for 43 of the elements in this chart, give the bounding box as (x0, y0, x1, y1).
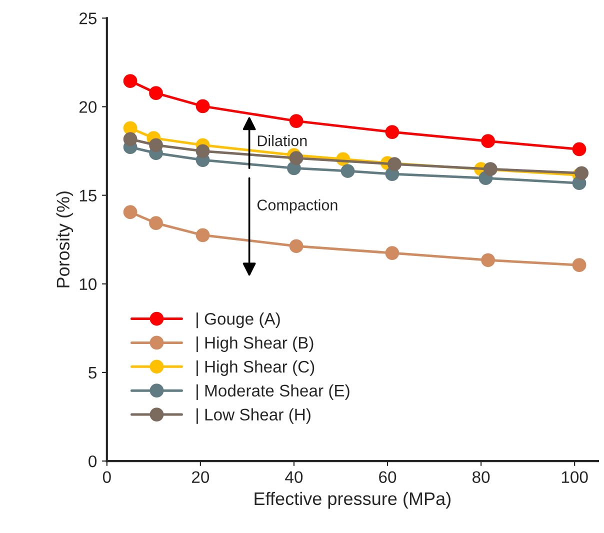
annotation: Compaction (257, 199, 338, 214)
point (572, 142, 586, 156)
point (385, 246, 400, 260)
point (196, 99, 210, 114)
point (123, 132, 138, 146)
point (289, 114, 304, 128)
y-tick-label: 5 (88, 367, 96, 379)
y-tick-label: 20 (79, 101, 97, 113)
point (196, 144, 210, 158)
point (149, 86, 163, 100)
x-tick-label: 60 (379, 471, 396, 484)
y-tick-label: 25 (79, 12, 96, 24)
x-tick-label: 20 (192, 471, 210, 484)
x-tick-label: 100 (562, 471, 588, 484)
x-tick-label: 80 (472, 471, 490, 484)
annotation: Dilation (258, 135, 307, 146)
legend-label: | Gouge (A) (196, 312, 280, 328)
point (388, 157, 402, 172)
point (481, 253, 496, 268)
point (481, 134, 496, 148)
point (149, 138, 163, 152)
y-tick-label: 10 (80, 278, 97, 290)
x-axis-title: Effective pressure (MPa) (254, 492, 450, 509)
legend-label: | High Shear (C) (196, 360, 314, 376)
point (289, 239, 304, 254)
point (123, 74, 138, 88)
x-tick-label: 40 (285, 471, 303, 484)
x-tick-label: 0 (102, 471, 111, 484)
point (572, 258, 586, 272)
y-axis-title: Porosity (%) (56, 192, 74, 288)
y-tick-label: 0 (88, 455, 97, 468)
legend-label: | Low Shear (H) (196, 408, 310, 424)
point (340, 164, 355, 178)
legend-label: | Moderate Shear (E) (196, 384, 350, 400)
y-tick-label: 15 (80, 190, 96, 202)
point (149, 216, 163, 230)
point (483, 162, 498, 176)
point (196, 228, 210, 242)
point (385, 125, 400, 139)
point (289, 151, 304, 166)
legend-label: | High Shear (B) (196, 336, 314, 352)
point (123, 205, 138, 220)
point (574, 166, 589, 180)
